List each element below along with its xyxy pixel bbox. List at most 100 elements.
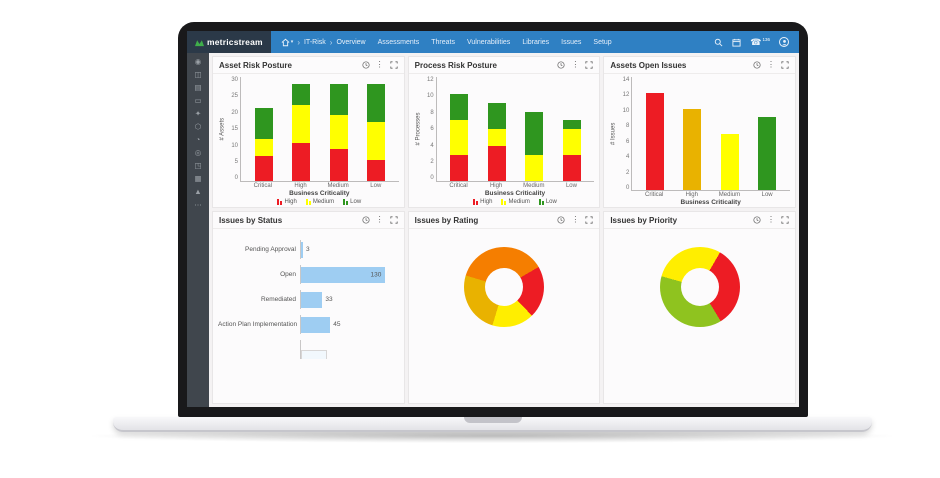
sidebar-icon-2[interactable]: ◫ bbox=[194, 70, 202, 79]
sidebar-icon-7[interactable]: ◔ bbox=[195, 135, 201, 144]
bar-segment-low[interactable] bbox=[329, 83, 348, 115]
bar-segment[interactable] bbox=[758, 117, 777, 190]
kebab-menu-icon[interactable]: ⋮ bbox=[375, 215, 384, 224]
kebab-menu-icon[interactable]: ⋮ bbox=[767, 60, 775, 69]
bar-segment-medium[interactable] bbox=[292, 104, 311, 143]
breadcrumb-it-risk[interactable]: IT-Risk bbox=[303, 38, 326, 46]
bar-segment-medium[interactable] bbox=[450, 120, 469, 155]
history-clock-icon[interactable] bbox=[557, 61, 565, 69]
calendar-icon[interactable] bbox=[732, 38, 741, 47]
sidebar-icon-10[interactable]: ▦ bbox=[194, 174, 202, 183]
sidebar-icon-1[interactable]: ◉ bbox=[194, 57, 202, 66]
bar-segment-medium[interactable] bbox=[525, 154, 544, 181]
expand-icon[interactable] bbox=[781, 216, 789, 224]
bar-segment-high[interactable] bbox=[450, 154, 469, 181]
bar-segment-low[interactable] bbox=[487, 102, 506, 129]
app-body: ◉ ◫ ▤ ▭ ✦ ⬡ ◔ ◎ ◳ ▦ ▲ ⋯ Asset Risk Posture ⋮ # Asse… bbox=[187, 53, 799, 407]
hbar-bar-pending-approval[interactable] bbox=[301, 241, 303, 258]
bar-medium[interactable] bbox=[525, 77, 544, 181]
bar-segment[interactable] bbox=[646, 93, 665, 190]
breadcrumb-overview[interactable]: Overview bbox=[336, 38, 366, 46]
search-icon[interactable] bbox=[714, 38, 723, 47]
sidebar-icon-8[interactable]: ◎ bbox=[194, 148, 202, 157]
bar-segment-medium[interactable] bbox=[329, 114, 348, 150]
bar-high[interactable] bbox=[292, 77, 311, 181]
bar-segment-high[interactable] bbox=[487, 146, 506, 181]
nav-item-threats[interactable]: Threats bbox=[431, 38, 455, 46]
bar-segment-low[interactable] bbox=[254, 108, 273, 140]
bar-segment[interactable] bbox=[720, 133, 739, 190]
bar-segment-medium[interactable] bbox=[487, 128, 506, 147]
history-clock-icon[interactable] bbox=[557, 216, 565, 224]
y-tick-label: 20 bbox=[231, 109, 238, 116]
bar-segment-low[interactable] bbox=[450, 94, 469, 121]
nav-item-issues[interactable]: Issues bbox=[561, 38, 582, 46]
legend-item-low[interactable]: Low bbox=[538, 199, 557, 205]
bar-medium[interactable] bbox=[720, 77, 739, 190]
bar-segment-low[interactable] bbox=[292, 83, 311, 105]
bar-segment-medium[interactable] bbox=[562, 128, 581, 155]
legend-item-high[interactable]: High bbox=[277, 199, 297, 205]
history-clock-icon[interactable] bbox=[362, 216, 370, 224]
legend-item-low[interactable]: Low bbox=[343, 199, 361, 205]
bar-segment-medium[interactable] bbox=[366, 121, 385, 160]
hbar-bar-action-plan-implementation[interactable] bbox=[301, 316, 331, 333]
brand-logo[interactable]: metricstream bbox=[187, 31, 271, 53]
sidebar-icon-11[interactable]: ▲ bbox=[194, 187, 202, 196]
bar-medium[interactable] bbox=[329, 77, 348, 181]
nav-item-vulnerabilities[interactable]: Vulnerabilities bbox=[466, 38, 511, 46]
bar-segment-high[interactable] bbox=[254, 156, 273, 181]
bar-segment[interactable] bbox=[683, 109, 702, 190]
donut-chart[interactable] bbox=[463, 247, 544, 327]
bar-high[interactable] bbox=[683, 77, 702, 190]
kebab-menu-icon[interactable]: ⋮ bbox=[571, 215, 580, 224]
kebab-menu-icon[interactable]: ⋮ bbox=[767, 215, 775, 224]
bar-segment-low[interactable] bbox=[562, 120, 581, 129]
bar-low[interactable] bbox=[562, 77, 581, 181]
bar-critical[interactable] bbox=[450, 77, 469, 181]
history-clock-icon[interactable] bbox=[362, 61, 370, 69]
bar-segment-high[interactable] bbox=[329, 149, 348, 181]
bar-low[interactable] bbox=[758, 77, 777, 190]
bar-critical[interactable] bbox=[646, 77, 665, 190]
sidebar-icon-6[interactable]: ⬡ bbox=[194, 122, 202, 131]
y-tick-label: 4 bbox=[430, 142, 434, 149]
legend-item-medium[interactable]: Medium bbox=[501, 199, 530, 205]
bar-segment-low[interactable] bbox=[366, 83, 385, 122]
legend-item-medium[interactable]: Medium bbox=[305, 199, 334, 205]
nav-item-assessments[interactable]: Assessments bbox=[377, 38, 420, 46]
user-avatar-icon[interactable] bbox=[779, 37, 789, 47]
bar-segment-high[interactable] bbox=[562, 154, 581, 181]
bar-low[interactable] bbox=[366, 77, 385, 181]
hbar-bar-open[interactable]: 130 bbox=[301, 266, 386, 283]
expand-icon[interactable] bbox=[781, 61, 789, 69]
plot-area bbox=[631, 77, 790, 191]
x-tick-label: Critical bbox=[644, 192, 664, 198]
sidebar-icon-3[interactable]: ▤ bbox=[194, 83, 202, 92]
sidebar-icon-12[interactable]: ⋯ bbox=[194, 200, 202, 209]
bar-segment-low[interactable] bbox=[525, 111, 544, 155]
bar-segment-high[interactable] bbox=[292, 142, 311, 181]
expand-icon[interactable] bbox=[585, 61, 593, 69]
history-clock-icon[interactable] bbox=[753, 61, 761, 69]
donut-chart[interactable] bbox=[659, 247, 740, 327]
bar-segment-high[interactable] bbox=[366, 159, 385, 181]
expand-icon[interactable] bbox=[585, 216, 593, 224]
kebab-menu-icon[interactable]: ⋮ bbox=[375, 60, 384, 69]
bar-high[interactable] bbox=[487, 77, 506, 181]
expand-icon[interactable] bbox=[390, 216, 398, 224]
history-clock-icon[interactable] bbox=[753, 216, 761, 224]
expand-icon[interactable] bbox=[390, 61, 398, 69]
nav-item-setup[interactable]: Setup bbox=[593, 38, 612, 46]
hbar-bar-remediated[interactable] bbox=[301, 291, 323, 308]
home-icon[interactable]: ▾ bbox=[281, 38, 293, 47]
sidebar-icon-5[interactable]: ✦ bbox=[194, 109, 202, 118]
nav-item-libraries[interactable]: Libraries bbox=[522, 38, 550, 46]
sidebar-icon-4[interactable]: ▭ bbox=[194, 96, 202, 105]
bar-segment-medium[interactable] bbox=[254, 139, 273, 157]
phone-icon[interactable]: ☎ 136 bbox=[750, 37, 770, 47]
kebab-menu-icon[interactable]: ⋮ bbox=[571, 60, 580, 69]
bar-critical[interactable] bbox=[254, 77, 273, 181]
legend-item-high[interactable]: High bbox=[473, 199, 492, 205]
sidebar-icon-9[interactable]: ◳ bbox=[194, 161, 202, 170]
